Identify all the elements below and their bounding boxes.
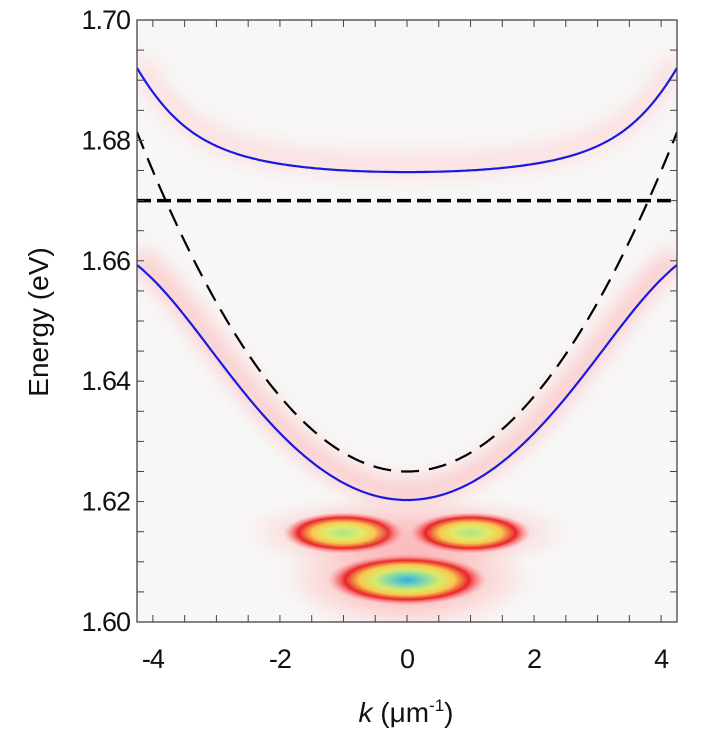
x-tick-label: -4 — [142, 644, 165, 674]
x-axis-symbol: k — [358, 697, 374, 728]
photon-dispersion-dashed-line — [137, 131, 677, 473]
x-axis-unit-exponent: -1 — [429, 696, 444, 715]
y-tick-label: 1.66 — [81, 246, 130, 276]
x-tick-label: 4 — [654, 644, 669, 674]
y-tick-label: 1.60 — [81, 607, 130, 637]
x-axis-unit: (μm — [372, 697, 429, 728]
emission-spot-0 — [327, 554, 487, 606]
y-tick-label: 1.64 — [81, 366, 131, 396]
y-tick-label: 1.68 — [81, 125, 130, 155]
emission-spot-2 — [410, 512, 531, 554]
lower-polariton-line — [137, 264, 677, 502]
x-tick-labels: -4 -2 0 2 4 — [142, 644, 670, 674]
emission-heatmap — [137, 55, 677, 622]
x-tick-label: 0 — [400, 644, 414, 674]
y-tick-label: 1.62 — [81, 487, 130, 517]
axis-ticks — [137, 19, 677, 623]
y-axis-title: Energy (eV) — [23, 247, 54, 396]
y-tick-label: 1.70 — [81, 5, 130, 35]
upper-polariton-line — [137, 67, 677, 174]
upper-branch-glow — [137, 55, 677, 176]
x-axis-title: k (μm-1) — [358, 696, 453, 728]
y-tick-labels: 1.60 1.62 1.64 1.66 1.68 1.70 — [81, 5, 132, 637]
dispersion-curves — [137, 67, 677, 502]
x-tick-label: -2 — [269, 644, 291, 674]
x-tick-label: 2 — [527, 644, 541, 674]
x-axis-unit-close: ) — [444, 697, 453, 728]
